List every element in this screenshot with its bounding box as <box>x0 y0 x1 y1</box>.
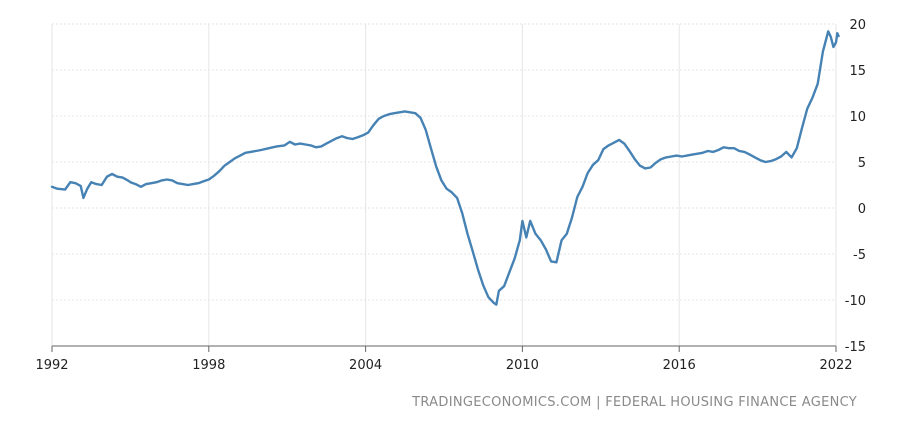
y-tick-label: -5 <box>853 248 866 263</box>
y-tick-label: 10 <box>849 110 866 125</box>
series-line <box>50 30 840 306</box>
series-group <box>50 30 840 306</box>
x-tick-labels: 1992 1998 2004 2010 2016 2022 <box>35 358 852 373</box>
source-agency: FEDERAL HOUSING FINANCE AGENCY <box>605 395 857 410</box>
x-tick-label: 1998 <box>192 358 225 373</box>
y-tick-label: 15 <box>849 64 866 79</box>
x-tick-label: 2010 <box>506 358 539 373</box>
y-tick-label: 5 <box>858 156 866 171</box>
x-tick-label: 2022 <box>819 358 852 373</box>
x-tick-label: 1992 <box>35 358 68 373</box>
y-tick-label: 0 <box>858 202 866 217</box>
source-credit: TRADINGECONOMICS.COM | FEDERAL HOUSING F… <box>412 395 857 410</box>
y-tick-label: -10 <box>845 294 866 309</box>
y-tick-label: -15 <box>845 340 866 355</box>
source-separator: | <box>596 395 601 410</box>
x-axis <box>51 345 837 352</box>
y-tick-label: 20 <box>849 18 866 33</box>
source-site: TRADINGECONOMICS.COM <box>412 395 592 410</box>
x-tick-label: 2004 <box>349 358 382 373</box>
y-tick-labels: 20 15 10 5 0 -5 -10 -15 <box>845 18 866 355</box>
grid-lines <box>51 23 837 346</box>
x-tick-label: 2016 <box>663 358 696 373</box>
